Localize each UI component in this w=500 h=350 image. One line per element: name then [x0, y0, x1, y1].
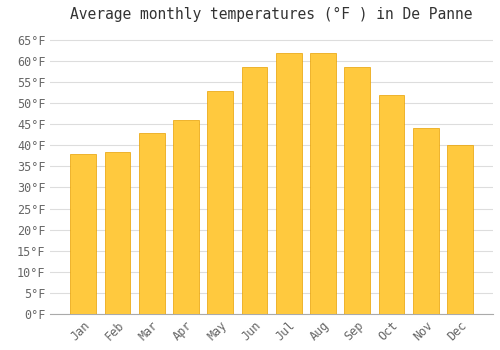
- Title: Average monthly temperatures (°F ) in De Panne: Average monthly temperatures (°F ) in De…: [70, 7, 473, 22]
- Bar: [242, 67, 268, 314]
- Bar: [447, 145, 473, 314]
- Bar: [208, 91, 233, 314]
- Bar: [378, 95, 404, 314]
- Bar: [104, 152, 130, 314]
- Bar: [70, 154, 96, 314]
- Bar: [310, 52, 336, 314]
- Bar: [139, 133, 164, 314]
- Bar: [413, 128, 438, 314]
- Bar: [276, 52, 301, 314]
- Bar: [173, 120, 199, 314]
- Bar: [344, 67, 370, 314]
